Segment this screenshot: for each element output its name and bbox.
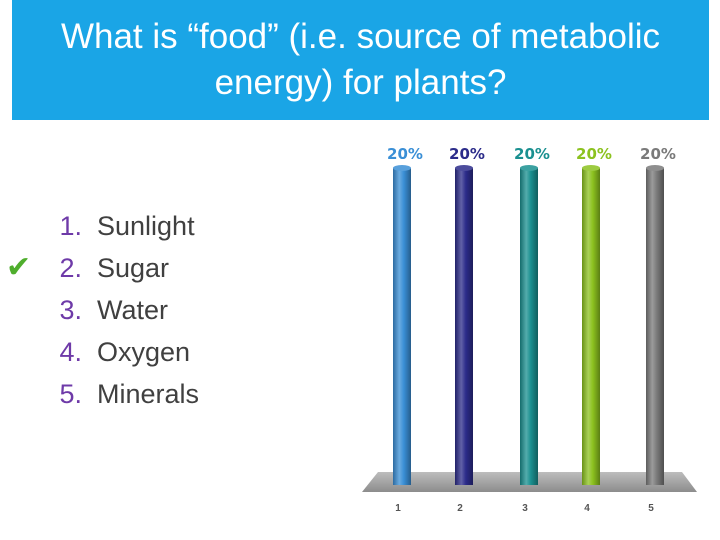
answer-label: Sunlight <box>97 211 195 241</box>
bar-cap <box>582 165 600 171</box>
list-item: 1. Sunlight <box>0 205 340 247</box>
bar-option-4 <box>582 168 600 485</box>
page-title: What is “food” (i.e. source of metabolic… <box>12 0 709 120</box>
list-item: 3. Water <box>0 289 340 331</box>
answer-number: 1. <box>59 211 82 241</box>
answer-number: 2. <box>59 253 82 283</box>
bar-value-label: 20% <box>640 145 676 163</box>
bar-value-label: 20% <box>576 145 612 163</box>
bar-cap <box>646 165 664 171</box>
list-item: ✔ 2. Sugar <box>0 247 340 289</box>
category-tick-label: 4 <box>584 503 590 514</box>
answer-number: 3. <box>59 295 82 325</box>
bar-cap <box>520 165 538 171</box>
answer-list: 1. Sunlight ✔ 2. Sugar 3. Water 4. Oxyge… <box>0 205 340 415</box>
answer-label: Minerals <box>97 379 200 409</box>
list-item: 4. Oxygen <box>0 331 340 373</box>
answer-label: Water <box>97 295 169 325</box>
bar-value-label: 20% <box>514 145 550 163</box>
answer-label: Sugar <box>97 253 170 283</box>
bar-value-label: 20% <box>449 145 485 163</box>
bar-value-label: 20% <box>387 145 423 163</box>
bar-cap <box>393 165 411 171</box>
answer-number: 4. <box>59 337 82 367</box>
category-tick-label: 3 <box>522 503 528 514</box>
bar-cap <box>455 165 473 171</box>
answer-label: Oxygen <box>97 337 191 367</box>
bar-option-1 <box>393 168 411 485</box>
bar-option-3 <box>520 168 538 485</box>
list-item: 5. Minerals <box>0 373 340 415</box>
bar-option-5 <box>646 168 664 485</box>
checkmark-icon: ✔ <box>6 250 32 285</box>
category-tick-label: 2 <box>457 503 463 514</box>
category-tick-label: 1 <box>395 503 401 514</box>
bar-option-2 <box>455 168 473 485</box>
answer-number: 5. <box>59 379 82 409</box>
category-tick-label: 5 <box>648 503 654 514</box>
